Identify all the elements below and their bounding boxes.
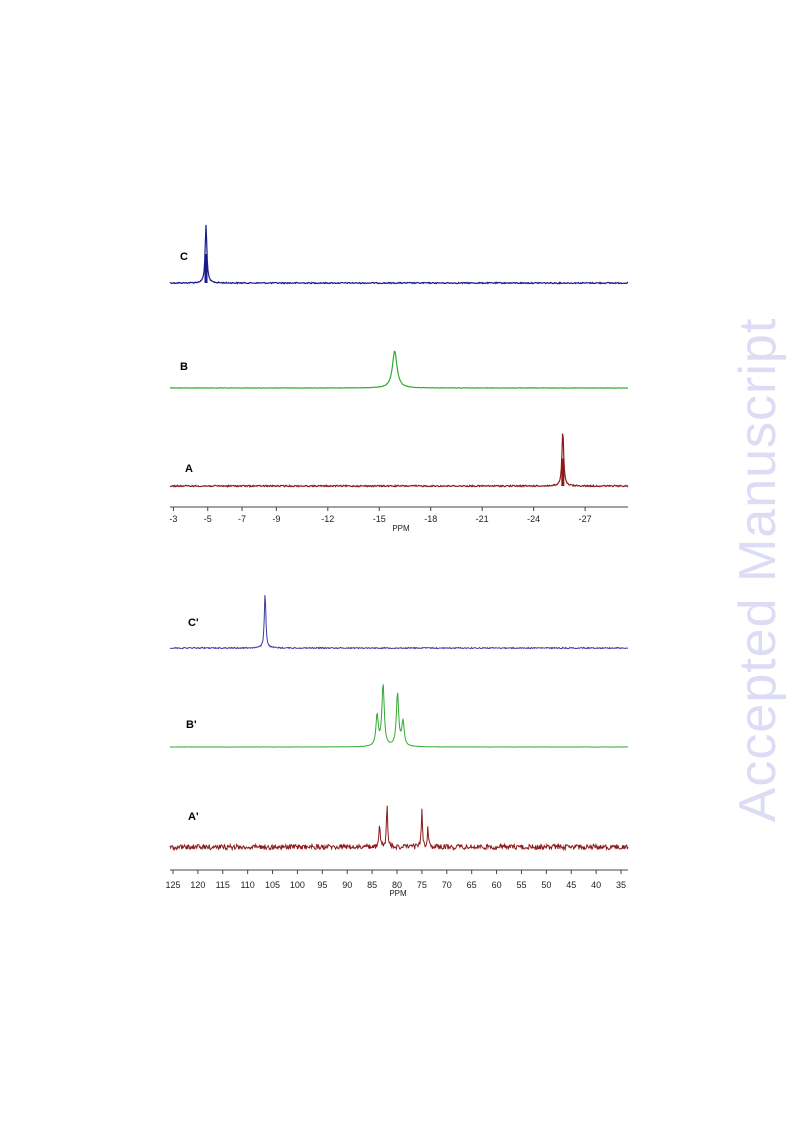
spectrum-b-prime-label: B' (186, 719, 197, 731)
x-tick-label: -7 (238, 514, 246, 524)
spectrum-a-prime-trace (169, 805, 629, 852)
x-tick-label: 70 (442, 880, 452, 890)
x-tick-label: 100 (290, 880, 305, 890)
x-tick-label: -3 (169, 514, 177, 524)
x-tick-label: 120 (190, 880, 205, 890)
top-x-ticks: -3 -5 -7 -9 -12 -15 -18 -21 -24 -27 (169, 507, 592, 524)
spectrum-a-prime-label: A' (188, 811, 199, 823)
x-tick-label: -5 (204, 514, 212, 524)
x-tick-label: 60 (492, 880, 502, 890)
spectrum-a-trace (169, 433, 629, 488)
peak-mark (561, 458, 565, 486)
x-tick-label: -9 (272, 514, 280, 524)
x-tick-label: -24 (527, 514, 540, 524)
x-tick-label: 95 (317, 880, 327, 890)
x-tick-label: -21 (476, 514, 489, 524)
x-tick-label: -12 (321, 514, 334, 524)
x-tick-label: 90 (342, 880, 352, 890)
x-tick-label: 125 (165, 880, 180, 890)
spectrum-c-prime-trace (169, 595, 629, 650)
spectrum-b-trace (169, 350, 629, 389)
x-tick-label: 75 (417, 880, 427, 890)
spectrum-a-label: A (185, 463, 193, 475)
bottom-x-axis-title: PPM (389, 889, 407, 898)
spectrum-c-trace (169, 224, 629, 285)
x-tick-label: 40 (591, 880, 601, 890)
x-tick-label: -15 (373, 514, 386, 524)
x-tick-label: 80 (392, 880, 402, 890)
x-tick-label: 105 (265, 880, 280, 890)
x-tick-label: -27 (579, 514, 592, 524)
spectrum-c-label: C (180, 251, 188, 263)
x-tick-label: 110 (240, 880, 254, 890)
x-tick-label: 45 (566, 880, 576, 890)
x-tick-label: 85 (367, 880, 377, 890)
x-tick-label: 65 (467, 880, 477, 890)
spectrum-b-prime-trace (169, 684, 629, 748)
bottom-x-ticks: 125 120 115 110 105 100 95 90 85 80 75 70 65 60 55 50 45… (165, 870, 626, 890)
x-tick-label: 50 (541, 880, 551, 890)
spectrum-b-label: B (180, 361, 188, 373)
top-x-axis-title: PPM (392, 524, 410, 533)
top-panel: C B A -3 -5 -7 -9 -12 -15 -18 -21 -24 -27 PPM (169, 224, 629, 533)
bottom-panel: C' B' A' 125 120 115 110 105 100 95 90 85 80 75 70 6… (165, 595, 629, 898)
x-tick-label: 115 (216, 880, 230, 890)
spectrum-c-prime-label: C' (188, 617, 199, 629)
x-tick-label: 55 (516, 880, 526, 890)
peak-mark (204, 254, 208, 283)
x-tick-label: 35 (616, 880, 626, 890)
watermark: Accepted Manuscript (729, 317, 787, 823)
x-tick-label: -18 (424, 514, 437, 524)
